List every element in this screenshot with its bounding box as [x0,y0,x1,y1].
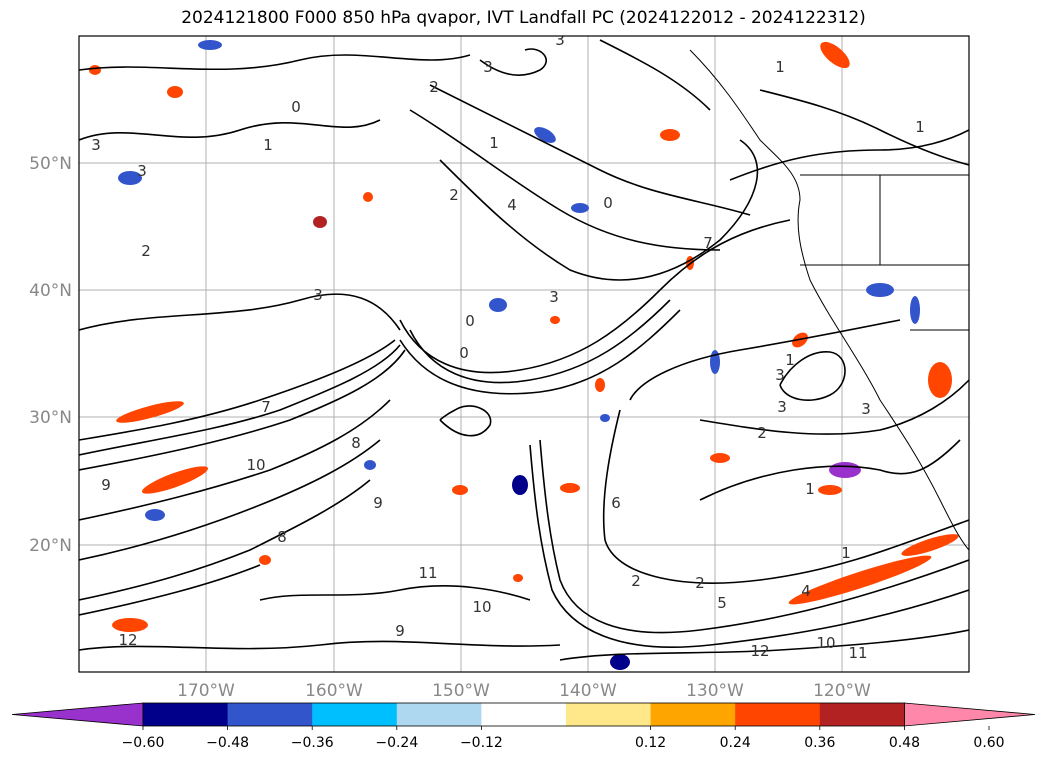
contour-label: 2 [757,424,767,442]
colorbar-tick-label: 0.48 [889,735,920,751]
lon-tick-label: 150°W [432,681,490,701]
colorbar-extension-high [904,702,1036,727]
lat-tick-label: 30°N [29,408,72,428]
colorbar-tick-label: 0.24 [720,735,751,751]
contour-label: 0 [291,98,301,116]
contour-label: 2 [449,186,459,204]
contour-label: 8 [351,434,361,452]
lon-tick-label: 140°W [559,681,617,701]
contour-label: 3 [775,366,785,384]
contour-label: 4 [507,196,517,214]
contour-label: 2 [429,78,439,96]
colorbar-segment [650,703,736,726]
contour-label: 2 [141,242,151,260]
contour-label: 8 [277,528,287,546]
colorbar-tick-label: −0.24 [375,735,418,751]
map-frame [78,35,970,673]
contour-label: 5 [717,594,727,612]
contour-label: 10 [816,634,835,652]
colorbar-segment [566,703,652,726]
contour-label: 4 [801,582,811,600]
colorbar-extension-low [11,702,144,727]
colorbar-segment [819,703,905,726]
lon-tick-label: 170°W [177,681,235,701]
contour-label: 12 [750,642,769,660]
contour-label: 9 [395,622,405,640]
contour-label: 1 [915,118,925,136]
contour-label: 1 [785,351,795,369]
lat-tick-label: 50°N [29,154,72,174]
lat-tick-label: 20°N [29,536,72,556]
contour-label: 11 [848,644,867,662]
colorbar-tick-label: 0.36 [804,735,835,751]
contour-label: 9 [373,494,383,512]
lon-tick-label: 130°W [686,681,744,701]
contour-label: 3 [483,58,493,76]
contour-label: 1 [805,480,815,498]
colorbar-outline [142,702,905,727]
longitude-labels: 170°W 160°W 150°W 140°W 130°W 120°W [177,681,871,701]
contour-label: 7 [703,234,713,252]
colorbar-segment [312,703,398,726]
contour-label: 11 [418,564,437,582]
contour-label: 0 [603,194,613,212]
contour-label: 3 [549,288,559,306]
lon-tick-label: 120°W [813,681,871,701]
contour-label: 2 [631,572,641,590]
contour-label: 9 [101,476,111,494]
colorbar-tick-label: −0.36 [291,735,334,751]
contour-label: 3 [861,400,871,418]
contour-label: 3 [137,162,147,180]
contour-label: 12 [118,631,137,649]
contour-label: 10 [472,598,491,616]
contour-label: 1 [841,544,851,562]
ivt-contour-lines [79,39,969,661]
contour-label: 3 [91,136,101,154]
contour-label: 7 [261,398,271,416]
colorbar-tick-label: 0.12 [635,735,666,751]
contour-label: 10 [246,456,265,474]
gridlines [79,36,969,672]
coastline [689,49,969,551]
colorbar-tick-label: 0.60 [973,735,1004,751]
colorbar: −0.60 −0.48 −0.36 −0.24 −0.12 0.12 0.24 0.36 0.4… [11,702,1036,751]
colorbar-tick-label: −0.60 [122,735,165,751]
contour-label: 2 [695,574,705,592]
map-title: 2024121800 F000 850 hPa qvapor, IVT Land… [181,8,866,28]
lon-tick-label: 160°W [305,681,363,701]
contour-label: 0 [465,312,475,330]
latitude-labels: 50°N 40°N 30°N 20°N [29,154,72,556]
contour-label: 3 [313,286,323,304]
colorbar-segment [143,703,229,726]
colorbar-segment [735,703,821,726]
colorbar-tick-label: −0.12 [460,735,503,751]
contour-label: 1 [775,58,785,76]
colorbar-segment [227,703,313,726]
lat-tick-label: 40°N [29,281,72,301]
contour-label: 1 [263,136,273,154]
colorbar-segment [481,703,567,726]
contour-label: 3 [555,31,565,49]
colorbar-segment [396,703,482,726]
contour-label: 3 [777,398,787,416]
colorbar-tick-label: −0.48 [206,735,249,751]
contour-label: 1 [489,134,499,152]
contour-label: 6 [611,494,621,512]
contour-label: 0 [459,344,469,362]
